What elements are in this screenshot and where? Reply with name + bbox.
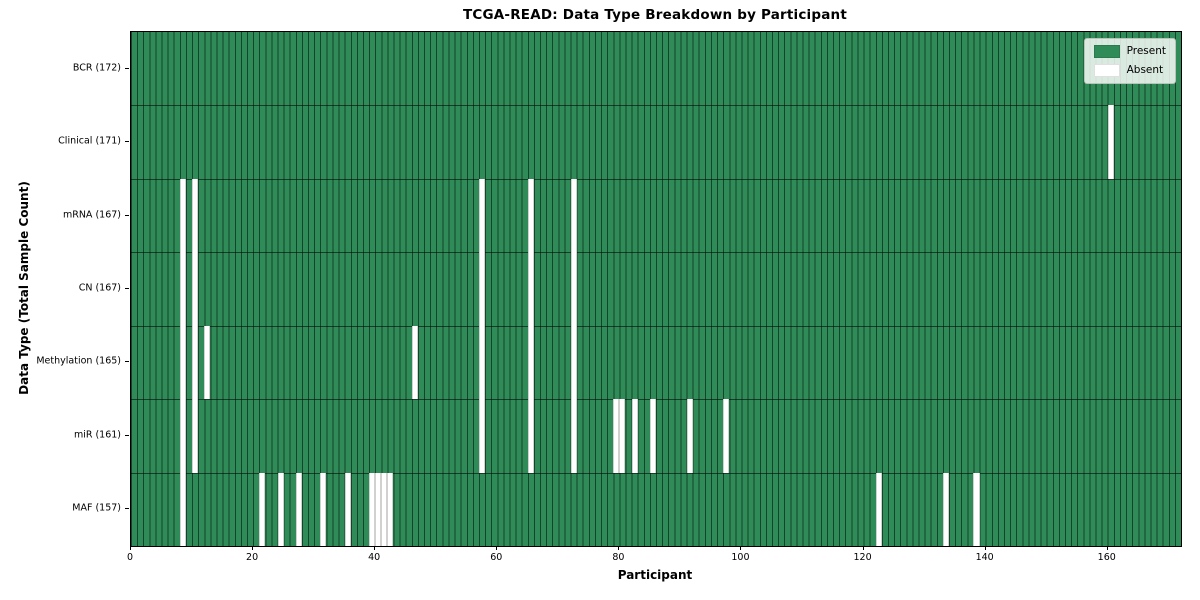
- absent-cell: [344, 472, 351, 546]
- x-tick-label: 0: [126, 552, 134, 563]
- y-tick-mark: [125, 141, 129, 143]
- absent-cell: [649, 399, 656, 473]
- x-tick-mark: [618, 546, 620, 550]
- absent-cell: [179, 325, 186, 400]
- x-tick-label: 20: [246, 552, 259, 563]
- row-separator-line: [131, 472, 1181, 474]
- absent-cell: [527, 325, 534, 400]
- y-tick-mark: [125, 214, 129, 216]
- absent-cell: [478, 399, 486, 473]
- absent-cell: [411, 325, 418, 400]
- legend-item: Absent: [1093, 64, 1166, 77]
- legend-item: Present: [1093, 45, 1166, 58]
- y-tick-mark: [125, 288, 129, 289]
- y-tick-label: BCR (172): [72, 62, 121, 74]
- absent-cell: [527, 399, 534, 473]
- absent-cell: [204, 325, 211, 400]
- x-tick-label: 60: [490, 552, 503, 563]
- y-tick-mark: [125, 434, 129, 436]
- legend-swatch-present: [1093, 45, 1120, 58]
- x-tick-label: 120: [853, 552, 872, 563]
- x-tick-label: 100: [731, 552, 750, 563]
- y-tick-label: mRNA (167): [62, 209, 121, 221]
- y-tick-label: Clinical (171): [58, 135, 121, 147]
- y-tick-label: miR (161): [73, 429, 121, 441]
- participant-grid-lines: [131, 32, 1181, 546]
- legend: Present Absent: [1083, 38, 1176, 84]
- x-tick-mark: [374, 546, 376, 550]
- absent-cell: [478, 252, 486, 326]
- absent-cell: [375, 472, 382, 546]
- x-tick-mark: [252, 546, 254, 550]
- absent-cell: [527, 178, 534, 253]
- absent-cell: [570, 399, 577, 473]
- y-tick-mark: [125, 508, 129, 510]
- y-tick-label: CN (167): [78, 282, 121, 294]
- absent-cell: [277, 472, 284, 546]
- row-separator-line: [131, 325, 1181, 327]
- x-tick-label: 40: [368, 552, 381, 563]
- row-separator-line: [131, 178, 1181, 180]
- absent-cell: [192, 178, 199, 253]
- absent-cell: [179, 178, 186, 253]
- absent-cell: [179, 472, 186, 546]
- absent-cell: [478, 325, 486, 400]
- y-tick-mark: [125, 67, 129, 69]
- absent-cell: [570, 178, 577, 253]
- absent-cell: [259, 472, 266, 546]
- absent-cell: [613, 399, 620, 473]
- x-tick-mark: [740, 546, 742, 550]
- absent-cell: [570, 325, 577, 400]
- absent-cell: [619, 399, 626, 473]
- absent-cell: [527, 252, 534, 326]
- x-tick-label: 160: [1097, 552, 1116, 563]
- absent-cell: [723, 399, 730, 473]
- y-tick-label: MAF (157): [72, 502, 121, 514]
- legend-swatch-absent: [1093, 64, 1120, 77]
- absent-cell: [320, 472, 327, 546]
- x-tick-label: 140: [975, 552, 994, 563]
- absent-cell: [179, 252, 186, 326]
- absent-cell: [686, 399, 693, 473]
- legend-label: Absent: [1126, 64, 1164, 77]
- absent-cell: [192, 325, 199, 400]
- x-axis-label: Participant: [617, 568, 693, 582]
- absent-cell: [942, 472, 949, 546]
- absent-cell: [295, 472, 302, 546]
- absent-cell: [570, 252, 577, 326]
- absent-cell: [192, 399, 199, 473]
- x-tick-label: 80: [612, 552, 625, 563]
- absent-cell: [875, 472, 882, 546]
- absent-cell: [369, 472, 376, 546]
- x-tick-mark: [496, 546, 498, 550]
- absent-cell: [631, 399, 638, 473]
- x-tick-mark: [1106, 546, 1108, 550]
- absent-cell: [381, 472, 388, 546]
- legend-label: Present: [1126, 45, 1166, 58]
- x-tick-mark: [862, 546, 864, 550]
- y-tick-mark: [125, 361, 129, 363]
- row-separator-line: [131, 105, 1181, 107]
- chart-title: TCGA-READ: Data Type Breakdown by Partic…: [462, 7, 848, 23]
- y-tick-label: Methylation (165): [36, 355, 121, 367]
- absent-cell: [192, 252, 199, 326]
- x-tick-mark: [984, 546, 986, 550]
- absent-cell: [179, 399, 186, 473]
- absent-cell: [478, 178, 486, 253]
- plot-area: Present Absent: [130, 31, 1182, 547]
- x-tick-mark: [130, 546, 131, 550]
- row-separator-line: [131, 399, 1181, 401]
- absent-cell: [387, 472, 394, 546]
- absent-cell: [1107, 105, 1114, 179]
- row-separator-line: [131, 252, 1181, 254]
- absent-cell: [973, 472, 980, 546]
